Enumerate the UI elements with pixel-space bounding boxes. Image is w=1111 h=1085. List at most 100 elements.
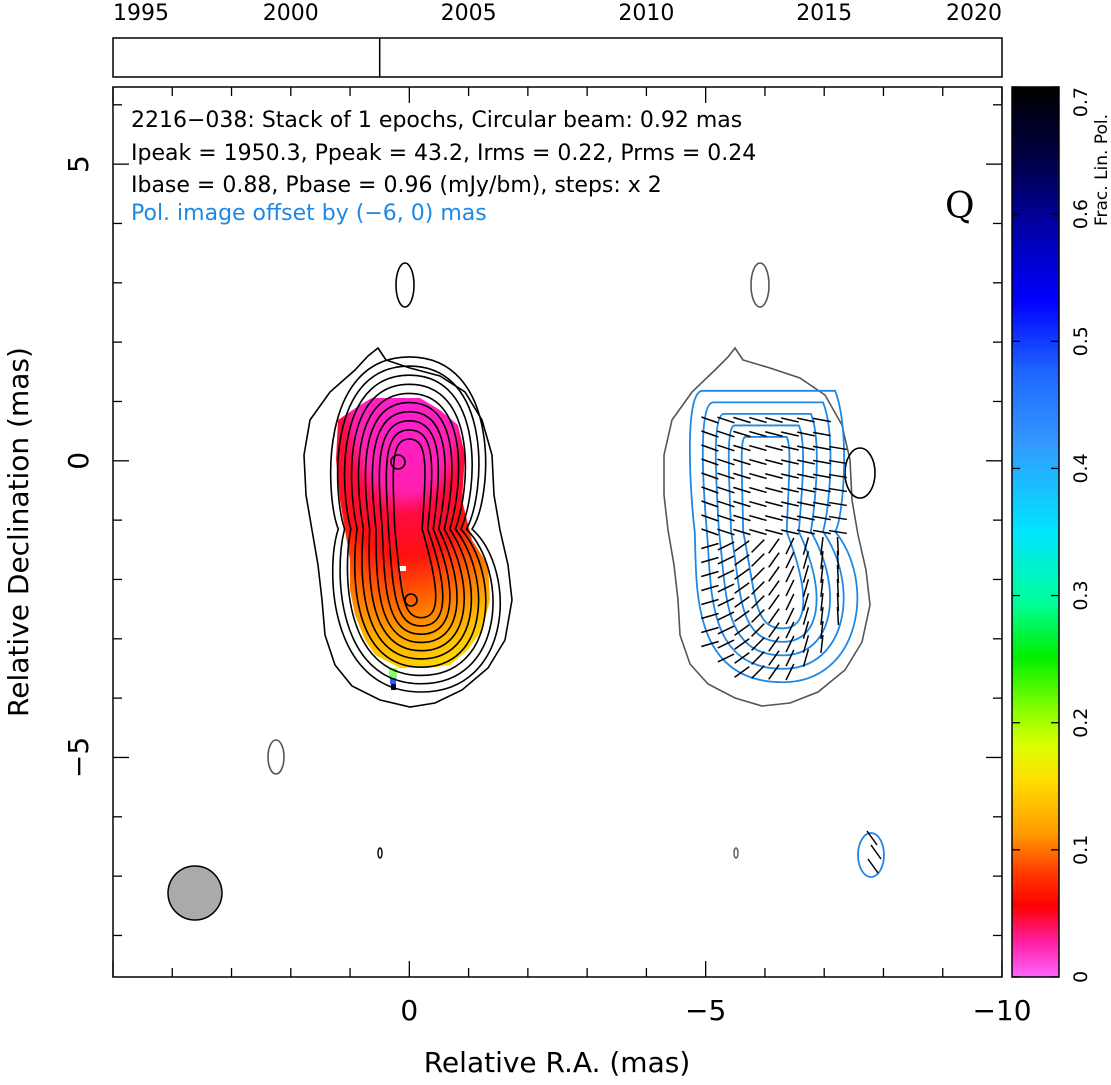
stokes-i-contours bbox=[303, 346, 513, 708]
timeline-year-label: 2015 bbox=[796, 1, 852, 26]
y-tick-label: 0 bbox=[62, 452, 95, 470]
evpa-vector bbox=[701, 458, 719, 466]
evpa-vector bbox=[717, 583, 735, 593]
evpa-vector bbox=[717, 541, 735, 551]
colorbar-gradient bbox=[1011, 86, 1060, 978]
evpa-vector bbox=[749, 486, 767, 494]
evpa-vector bbox=[751, 665, 765, 679]
plot-frame bbox=[112, 86, 1003, 978]
evpa-vector bbox=[785, 537, 795, 555]
evpa-vector bbox=[796, 487, 815, 493]
stokes-i-contour bbox=[357, 392, 473, 660]
evpa-vector bbox=[785, 621, 795, 639]
pol-small-blob bbox=[857, 832, 885, 878]
evpa-vector bbox=[812, 515, 831, 521]
evpa-vector bbox=[812, 473, 831, 479]
timeline-year-label: 2010 bbox=[618, 1, 674, 26]
evpa-vector bbox=[701, 500, 719, 508]
evpa-vector bbox=[836, 578, 840, 598]
evpa-vector bbox=[796, 529, 815, 535]
header-line-2: Ipeak = 1950.3, Ppeak = 43.2, Irms = 0.2… bbox=[131, 141, 756, 166]
evpa-vector bbox=[780, 529, 799, 535]
evpa-vector bbox=[749, 430, 767, 438]
evpa-vector bbox=[701, 598, 719, 606]
colorbar-tick-label: 0.6 bbox=[1070, 199, 1092, 229]
evpa-vector bbox=[802, 607, 810, 625]
evpa-vector bbox=[812, 445, 831, 451]
evpa-vector bbox=[749, 514, 767, 522]
evpa-vector bbox=[820, 606, 824, 626]
evpa-vector bbox=[751, 637, 765, 651]
evpa-vector bbox=[768, 622, 780, 638]
evpa-vector bbox=[717, 430, 735, 438]
pol-blob-small bbox=[733, 847, 739, 859]
evpa-vector bbox=[796, 459, 815, 465]
evpa-vector bbox=[802, 621, 810, 639]
evpa-vector bbox=[768, 608, 780, 624]
evpa-vector bbox=[796, 417, 815, 423]
evpa-vector bbox=[717, 569, 735, 579]
evpa-vector bbox=[701, 542, 719, 550]
evpa-vector bbox=[768, 636, 780, 652]
header-offset-note: Pol. image offset by (−6, 0) mas bbox=[131, 201, 487, 226]
stokes-i-blob-small bbox=[377, 847, 383, 859]
evpa-vector bbox=[734, 666, 750, 678]
stokes-i-contour bbox=[392, 438, 437, 619]
evpa-vector bbox=[749, 528, 767, 536]
evpa-vector bbox=[701, 416, 719, 424]
evpa-vector bbox=[796, 501, 815, 507]
pol-contour bbox=[701, 401, 845, 670]
evpa-vector bbox=[802, 649, 810, 667]
evpa-vector bbox=[717, 653, 735, 663]
evpa-vector bbox=[751, 539, 765, 553]
evpa-vector bbox=[802, 565, 810, 583]
stokes-label: Q bbox=[945, 186, 975, 227]
timeline-year-label: 2005 bbox=[441, 1, 497, 26]
evpa-vector bbox=[734, 540, 750, 552]
header-line-1: 2216−038: Stack of 1 epochs, Circular be… bbox=[131, 108, 742, 133]
evpa-vector bbox=[765, 459, 783, 465]
stokes-i-contour bbox=[329, 356, 501, 693]
timeline-year-label: 2020 bbox=[946, 1, 1002, 26]
evpa-vector bbox=[749, 458, 767, 466]
evpa-vector bbox=[785, 607, 795, 625]
evpa-vector bbox=[751, 553, 765, 567]
evpa-vector bbox=[802, 537, 810, 555]
evpa-vector bbox=[785, 593, 795, 611]
evpa-vector bbox=[820, 592, 824, 612]
evpa-vector bbox=[796, 445, 815, 451]
evpa-vector bbox=[785, 551, 795, 569]
evpa-vector bbox=[717, 555, 735, 565]
evpa-vector bbox=[836, 606, 840, 626]
stokes-i-blob-north bbox=[395, 262, 415, 308]
evpa-vector bbox=[836, 564, 840, 584]
colorbar-tick-label: 0.4 bbox=[1070, 453, 1092, 483]
evpa-vector bbox=[802, 635, 810, 653]
evpa-vector bbox=[812, 529, 831, 535]
timeline-year-label: 1995 bbox=[113, 1, 169, 26]
evpa-vector bbox=[812, 459, 831, 465]
evpa-vector bbox=[749, 472, 767, 480]
evpa-vector bbox=[765, 431, 783, 437]
evpa-vector bbox=[717, 625, 735, 635]
stokes-i-contour bbox=[343, 374, 487, 677]
stokes-i-contour bbox=[371, 410, 458, 644]
evpa-vector bbox=[701, 626, 719, 634]
evpa-vector bbox=[828, 487, 847, 493]
evpa-vector bbox=[734, 568, 750, 580]
evpa-vector bbox=[820, 620, 824, 640]
evpa-vector bbox=[751, 609, 765, 623]
x-tick-label: −5 bbox=[685, 994, 726, 1027]
evpa-vector bbox=[867, 858, 879, 874]
evpa-vector bbox=[701, 430, 719, 438]
evpa-vector bbox=[717, 597, 735, 607]
evpa-vector bbox=[828, 473, 847, 479]
x-axis-label: Relative R.A. (mas) bbox=[424, 1046, 691, 1079]
colorbar-tick-label: 0.2 bbox=[1070, 708, 1092, 738]
evpa-vector bbox=[751, 651, 765, 665]
evpa-vector bbox=[780, 501, 799, 507]
stokes-i-contour bbox=[385, 429, 444, 627]
stokes-i-contour bbox=[378, 420, 451, 635]
evpa-vector bbox=[768, 566, 780, 582]
